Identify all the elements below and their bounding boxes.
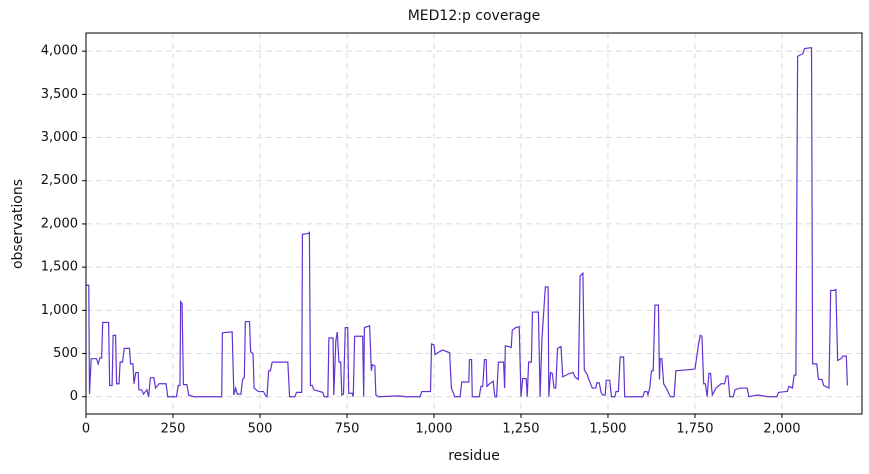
x-tick-label: 0 <box>82 422 90 437</box>
x-tick-label: 1,750 <box>676 422 713 437</box>
x-tick-label: 1,500 <box>589 422 626 437</box>
plot-frame <box>85 32 863 415</box>
y-tick-label: 2,500 <box>41 173 78 188</box>
x-axis-label: residue <box>448 448 500 464</box>
y-tick-label: 4,000 <box>41 44 78 59</box>
x-tick-label: 500 <box>248 422 273 437</box>
y-tick-label: 2,000 <box>41 216 78 231</box>
y-tick-label: 0 <box>70 389 78 404</box>
y-tick-label: 1,500 <box>41 260 78 275</box>
x-tick-label: 1,000 <box>415 422 452 437</box>
y-tick-label: 3,500 <box>41 87 78 102</box>
y-tick-label: 3,000 <box>41 130 78 145</box>
y-tick-label: 500 <box>53 346 78 361</box>
x-tick-label: 250 <box>161 422 186 437</box>
coverage-line <box>86 47 848 399</box>
x-tick-label: 1,250 <box>502 422 539 437</box>
chart-title: MED12:p coverage <box>408 8 541 24</box>
y-tick-label: 1,000 <box>41 303 78 318</box>
y-axis-label: observations <box>10 179 26 269</box>
x-tick-label: 750 <box>335 422 360 437</box>
x-tick-label: 2,000 <box>763 422 800 437</box>
